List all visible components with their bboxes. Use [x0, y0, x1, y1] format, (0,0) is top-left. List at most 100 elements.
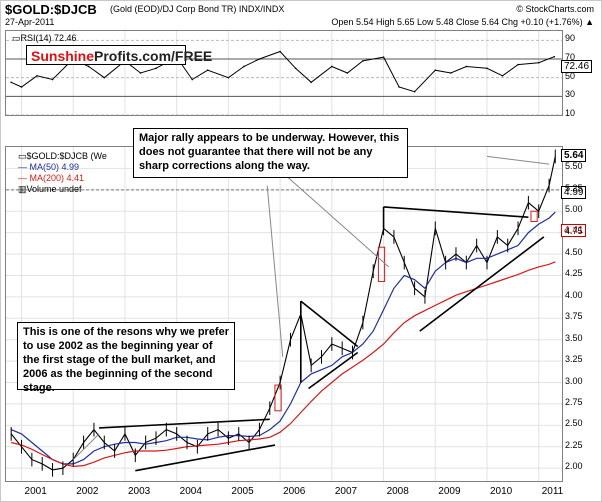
legend-symbol: ▭$GOLD:$DJCB (We	[18, 151, 107, 161]
callout-left: This is one of the resons why we prefer …	[17, 322, 235, 394]
x-tick-label: 2005	[231, 486, 254, 497]
rsi-tick-label: 50	[565, 70, 576, 81]
rsi-point	[501, 75, 504, 77]
legend-volume: ▥Volume undef	[18, 184, 82, 194]
rsi-point	[537, 61, 540, 64]
rsi-point	[10, 81, 12, 84]
ma200-value-tag: 4.41	[561, 224, 587, 237]
rsi-point	[243, 65, 245, 68]
price-tick-label: 3.00	[565, 375, 583, 386]
rsi-chart	[6, 31, 562, 116]
rsi-point	[434, 69, 437, 71]
rsi-point	[362, 60, 364, 62]
rsi-point	[450, 72, 452, 74]
ma50-line	[10, 211, 556, 465]
price-line	[10, 156, 556, 471]
credit-text: © StockCharts.com	[516, 4, 594, 14]
x-tick-label: 2009	[438, 486, 461, 497]
trend-line	[99, 418, 270, 429]
x-tick-label: 2011	[541, 486, 564, 497]
rsi-point	[227, 76, 230, 79]
trend-line	[135, 444, 276, 472]
highlight-box	[274, 384, 282, 412]
trend-line	[308, 351, 359, 390]
rsi-point	[398, 86, 400, 88]
callout-pointer	[486, 155, 550, 165]
rsi-point	[258, 58, 261, 60]
trend-line	[383, 206, 529, 219]
legend-ma50: — MA(50) 4.99	[18, 162, 80, 172]
chart-date: 27-Apr-2011	[5, 17, 55, 27]
rsi-point	[331, 65, 333, 68]
rsi-legend: ▭RSI(14) 72.46	[12, 33, 77, 43]
rsi-point	[191, 78, 193, 81]
brand-logo[interactable]: SunshineProfits.com/FREE	[26, 45, 212, 65]
highlight-box	[377, 246, 386, 282]
price-tick-label: 3.25	[565, 354, 583, 365]
rsi-point	[346, 72, 349, 74]
highlight-box	[530, 210, 538, 223]
rsi-point	[139, 72, 142, 74]
rsi-tick-label: 30	[565, 89, 576, 100]
rsi-point	[517, 63, 519, 66]
ma200-line	[11, 261, 556, 468]
rsi-point	[465, 65, 468, 68]
rsi-point	[382, 56, 385, 58]
rsi-point	[103, 76, 106, 79]
price-tick-label: 5.00	[565, 204, 583, 215]
x-tick-label: 2004	[179, 486, 202, 497]
rsi-point	[206, 69, 209, 71]
price-tick-label: 2.75	[565, 396, 583, 407]
price-tick-label: 4.25	[565, 268, 583, 279]
rsi-point	[87, 65, 90, 68]
rsi-tick-label: 10	[565, 108, 576, 118]
price-tick-label: 2.50	[565, 418, 583, 429]
x-tick-label: 2003	[127, 486, 151, 497]
price-tick-label: 4.00	[565, 289, 583, 300]
brand-profits: Profits.com/FREE	[94, 48, 213, 64]
rsi-point	[51, 78, 54, 81]
close-value-tag: 5.64	[561, 149, 587, 162]
price-tick-label: 3.50	[565, 332, 583, 343]
ma50-value-tag: 4.99	[561, 186, 587, 199]
callout-pointer	[282, 172, 390, 268]
chart-subtitle: (Gold (EOD)/DJ Corp Bond TR) INDX/INDX	[110, 4, 285, 14]
chart-title: $GOLD:$DJCB	[5, 2, 97, 17]
x-tick-label: 2002	[76, 486, 99, 497]
price-tick-label: 3.75	[565, 311, 583, 322]
x-tick-label: 2007	[334, 486, 358, 497]
rsi-point	[486, 67, 488, 70]
rsi-point	[36, 75, 38, 77]
x-tick-label: 2008	[386, 486, 409, 497]
rsi-value-tag: 72.46	[561, 60, 593, 73]
rsi-point	[279, 50, 281, 53]
x-tick-label: 2001	[24, 486, 47, 497]
rsi-point	[310, 81, 312, 84]
price-panel	[5, 146, 563, 482]
rsi-point	[294, 67, 297, 70]
callout-pointer	[72, 433, 100, 460]
ohlc-readout: Open 5.54 High 5.65 Low 5.48 Close 5.64 …	[331, 17, 594, 27]
x-tick-label: 2006	[283, 486, 306, 497]
price-chart	[6, 147, 562, 481]
rsi-tick-label: 70	[565, 52, 576, 62]
callout-pointer	[266, 185, 284, 357]
price-tick-label: 4.50	[565, 247, 583, 258]
rsi-point	[553, 55, 556, 58]
trend-line	[300, 300, 359, 348]
price-tick-label: 5.50	[565, 161, 583, 172]
x-tick-label: 2010	[490, 486, 513, 497]
rsi-point	[413, 90, 416, 93]
price-tick-label: 2.00	[565, 461, 583, 472]
rsi-point	[155, 67, 157, 70]
rsi-panel	[5, 30, 563, 116]
price-tick-label: 4.75	[565, 225, 583, 236]
rsi-point	[20, 86, 23, 88]
trend-line	[419, 236, 545, 332]
price-tick-label: 2.25	[565, 439, 583, 450]
callout-top: Major rally appears to be underway. Howe…	[133, 128, 408, 178]
price-legend: ▭$GOLD:$DJCB (We — MA(50) 4.99 — MA(200)…	[18, 151, 107, 195]
price-tick-label: 5.25	[565, 182, 583, 193]
brand-sunshine: Sunshine	[31, 48, 95, 64]
rsi-tick-label: 90	[565, 33, 576, 44]
